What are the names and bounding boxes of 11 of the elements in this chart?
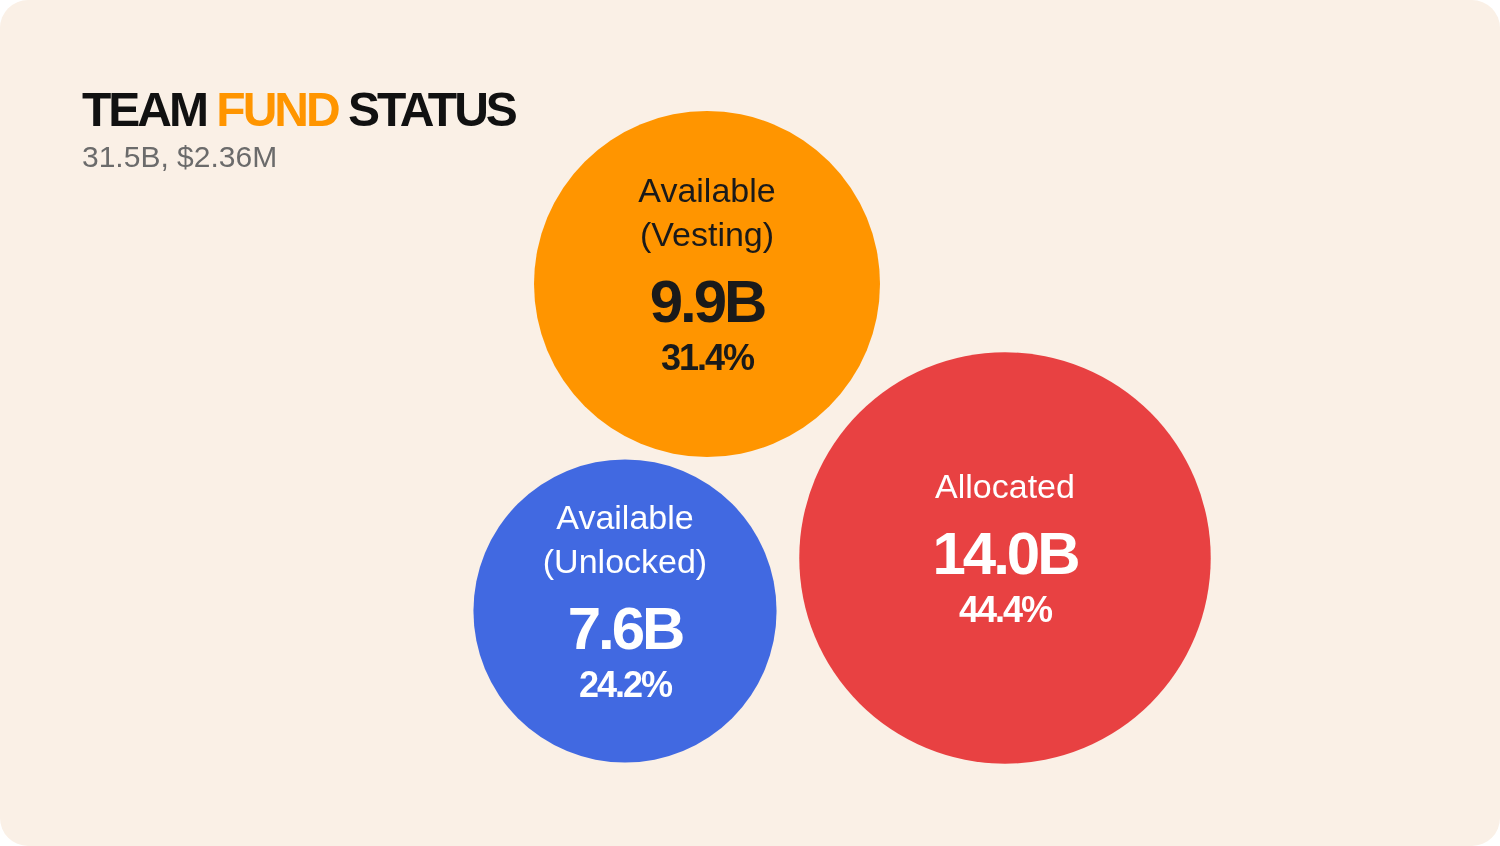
text: TEAM FUND STATUS — [82, 83, 515, 136]
data-label: 9.9B — [649, 268, 766, 335]
data-label: 31.4% — [660, 337, 756, 378]
data-label: 7.6B — [567, 595, 684, 662]
data-label: 14.0B — [932, 520, 1079, 587]
data-label: 24.2% — [578, 664, 674, 705]
category-label: Available (Vesting) — [638, 171, 776, 253]
category-label: Allocated — [935, 467, 1075, 505]
data-label: 44.4% — [958, 589, 1054, 630]
category-label: Available (Unlocked) — [542, 498, 708, 580]
text: 31.5B, $2.36M — [82, 140, 278, 174]
